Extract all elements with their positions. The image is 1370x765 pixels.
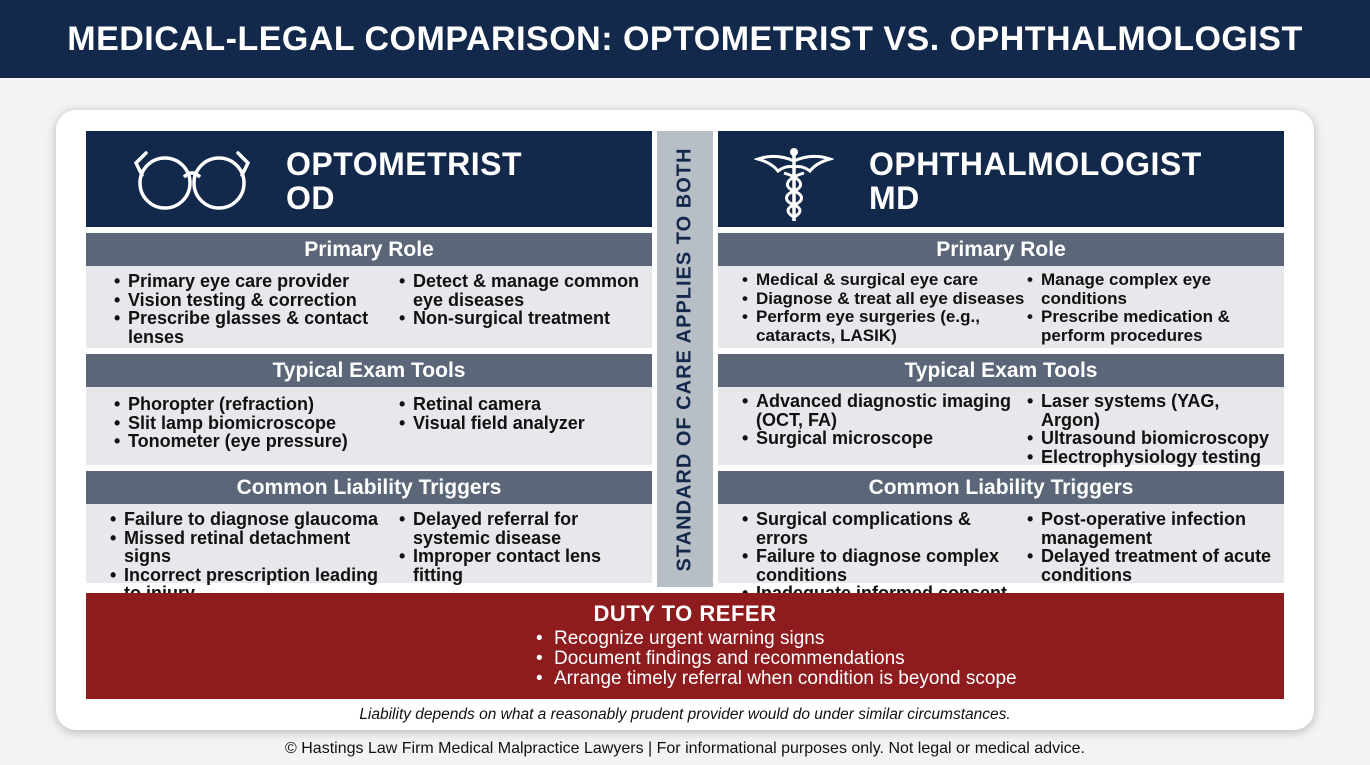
list-item: Electrophysiology testing: [1027, 447, 1278, 467]
caduceus-icon: [754, 148, 834, 221]
bullet-list: Surgical complications & errors Failure …: [742, 510, 1027, 602]
list-item: Arrange timely referral when condition i…: [534, 669, 1017, 690]
ophthalmologist-title: OPHTHALMOLOGIST: [869, 146, 1202, 182]
glasses-icon: [134, 151, 250, 210]
bullet-list: Recognize urgent warning signs Document …: [534, 629, 1017, 690]
duty-to-refer-heading: DUTY TO REFER: [593, 601, 777, 626]
list-item: Surgical microscope: [742, 429, 1027, 448]
section-heading: Typical Exam Tools: [718, 354, 1284, 387]
list-item: Prescribe glasses & contact lenses: [114, 309, 399, 346]
list-item: Missed retinal detachment signs: [110, 528, 399, 566]
bullet-list: Phoropter (refraction) Slit lamp biomicr…: [114, 395, 399, 465]
section-heading: Common Liability Triggers: [86, 471, 652, 504]
list-item: Perform eye surgeries (e.g., cataracts, …: [742, 307, 1027, 345]
page-title: MEDICAL-LEGAL COMPARISON: OPTOMETRIST VS…: [67, 19, 1303, 58]
list-item: Delayed referral for systemic disease: [399, 510, 646, 547]
list-item: Improper contact lens fitting: [399, 547, 646, 584]
list-item: Phoropter (refraction): [114, 395, 399, 414]
list-item: Document findings and recommendations: [534, 649, 1017, 670]
liability-note: Liability depends on what a reasonably p…: [359, 706, 1011, 723]
list-item: Laser systems (YAG, Argon): [1027, 392, 1278, 429]
list-item: Visual field analyzer: [399, 413, 646, 433]
list-item: Post-operative infection management: [1027, 510, 1278, 547]
list-item: Detect & manage common eye diseases: [399, 272, 646, 309]
list-item: Surgical complications & errors: [742, 510, 1027, 547]
ophthalmologist-primary-role: Primary Role Medical & surgical eye care…: [718, 233, 1284, 348]
ophthalmologist-credential: MD: [869, 180, 920, 216]
list-item: Slit lamp biomicroscope: [114, 413, 399, 433]
list-item: Prescribe medication & perform procedure…: [1027, 307, 1278, 345]
bullet-list: Retinal camera Visual field analyzer: [399, 395, 646, 465]
list-item: Manage complex eye conditions: [1027, 270, 1278, 308]
bullet-list: Laser systems (YAG, Argon) Ultrasound bi…: [1027, 392, 1278, 467]
bullet-list: Manage complex eye conditions Prescribe …: [1027, 270, 1278, 348]
bullet-list: Advanced diagnostic imaging (OCT, FA) Su…: [742, 392, 1027, 465]
footer-disclaimer: © Hastings Law Firm Medical Malpractice …: [285, 740, 1085, 757]
list-item: Tonometer (eye pressure): [114, 432, 399, 451]
bullet-list: Primary eye care provider Vision testing…: [114, 272, 399, 348]
ophthalmologist-liability: Common Liability Triggers Surgical compl…: [718, 471, 1284, 602]
bullet-list: Delayed referral for systemic disease Im…: [399, 510, 646, 584]
list-item: Retinal camera: [399, 395, 646, 414]
standard-of-care-divider: STANDARD OF CARE APPLIES TO BOTH: [657, 131, 713, 587]
optometrist-header: OPTOMETRIST OD: [86, 131, 652, 227]
duty-to-refer-panel: DUTY TO REFER Recognize urgent warning s…: [86, 593, 1284, 699]
divider-label: STANDARD OF CARE APPLIES TO BOTH: [673, 147, 696, 571]
list-item: Medical & surgical eye care: [742, 270, 1027, 290]
list-item: Advanced diagnostic imaging (OCT, FA): [742, 392, 1027, 429]
optometrist-credential: OD: [286, 180, 335, 216]
ophthalmologist-header: OPHTHALMOLOGIST MD: [718, 131, 1284, 227]
section-heading: Primary Role: [86, 233, 652, 266]
bullet-list: Medical & surgical eye care Diagnose & t…: [742, 270, 1027, 348]
list-item: Ultrasound biomicroscopy: [1027, 429, 1278, 448]
optometrist-primary-role: Primary Role Primary eye care provider V…: [86, 233, 652, 348]
section-heading: Typical Exam Tools: [86, 354, 652, 387]
title-bar: MEDICAL-LEGAL COMPARISON: OPTOMETRIST VS…: [0, 0, 1370, 78]
section-heading: Primary Role: [718, 233, 1284, 266]
list-item: Failure to diagnose complex conditions: [742, 547, 1027, 584]
optometrist-column: OPTOMETRIST OD Primary Role Primary eye …: [86, 131, 652, 602]
ophthalmologist-column: OPHTHALMOLOGIST MD Primary Role Medical …: [718, 131, 1284, 602]
section-heading: Common Liability Triggers: [718, 471, 1284, 504]
bullet-list: Post-operative infection management Dela…: [1027, 510, 1278, 584]
list-item: Primary eye care provider: [114, 272, 399, 291]
list-item: Recognize urgent warning signs: [534, 629, 1017, 650]
bullet-list: Detect & manage common eye diseases Non-…: [399, 272, 646, 348]
optometrist-liability: Common Liability Triggers Failure to dia…: [86, 471, 652, 602]
list-item: Failure to diagnose glaucoma: [110, 510, 399, 529]
optometrist-exam-tools: Typical Exam Tools Phoropter (refraction…: [86, 354, 652, 465]
ophthalmologist-exam-tools: Typical Exam Tools Advanced diagnostic i…: [718, 354, 1284, 467]
bullet-list: Failure to diagnose glaucoma Missed reti…: [110, 510, 399, 602]
list-item: Diagnose & treat all eye diseases: [742, 289, 1027, 309]
optometrist-title: OPTOMETRIST: [286, 146, 523, 182]
list-item: Non-surgical treatment: [399, 309, 646, 328]
list-item: Delayed treatment of acute conditions: [1027, 547, 1278, 584]
list-item: Vision testing & correction: [114, 290, 399, 310]
